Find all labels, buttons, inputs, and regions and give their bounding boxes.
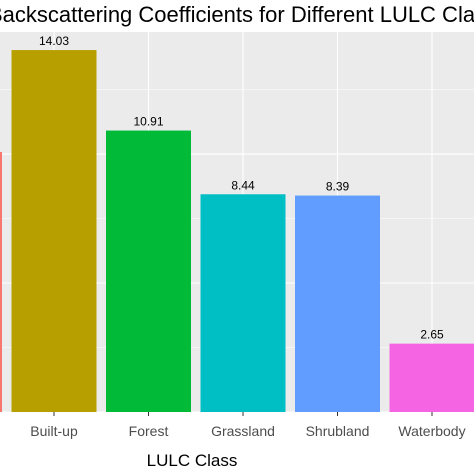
data-label: 2.65 xyxy=(420,328,444,342)
data-label: 10.91 xyxy=(133,115,163,129)
chart-title: Backscattering Coefficients for Differen… xyxy=(0,0,474,32)
x-tick-label: Forest xyxy=(129,423,169,439)
bar-grassland xyxy=(200,194,286,412)
data-label: 8.44 xyxy=(231,178,255,192)
data-label: 8.39 xyxy=(326,180,350,194)
bar-forest xyxy=(106,130,191,412)
bar-cropped-left xyxy=(0,152,2,412)
chart-title-text: Backscattering Coefficients for Differen… xyxy=(0,2,474,27)
x-tick-label: Shrubland xyxy=(306,423,370,439)
x-tick-label: Grassland xyxy=(211,423,275,439)
x-tick-label: Waterbody xyxy=(398,423,465,439)
bar-shrubland xyxy=(295,195,380,412)
x-axis-title: LULC Class xyxy=(147,451,238,470)
bar-built-up xyxy=(11,50,97,413)
data-label: 14.03 xyxy=(39,34,69,48)
x-tick-label: Built-up xyxy=(30,423,78,439)
bar-waterbody xyxy=(389,343,474,412)
